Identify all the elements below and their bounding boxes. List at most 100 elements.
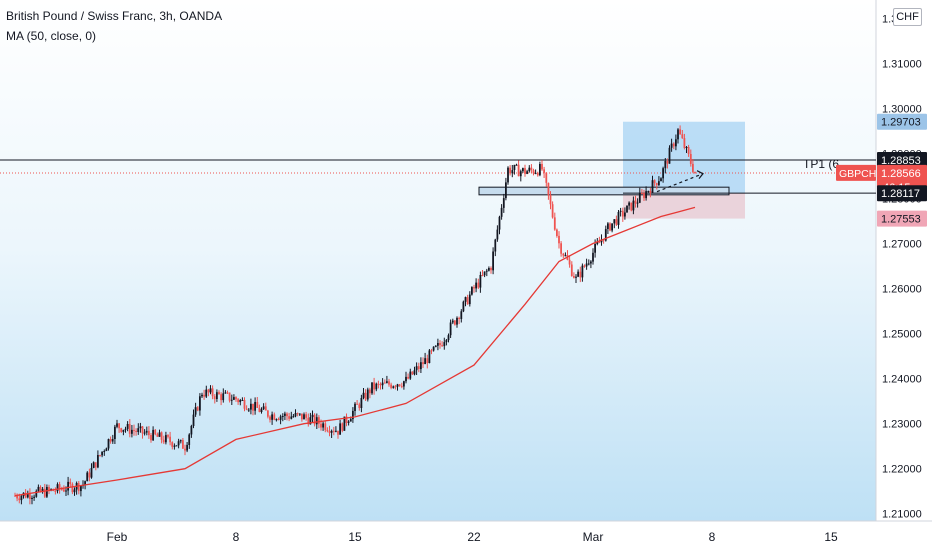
- candle-body: [621, 210, 624, 217]
- candle-body: [585, 263, 588, 267]
- indicator-label[interactable]: MA (50, close, 0): [6, 29, 97, 43]
- y-tick-label: 1.23000: [882, 419, 922, 431]
- tp-annotation-label[interactable]: TP1 (6: [803, 157, 839, 171]
- candle-body: [564, 255, 567, 257]
- candle-body: [475, 282, 477, 289]
- candle-body: [471, 287, 473, 295]
- candle-body: [107, 439, 110, 449]
- candle-body: [481, 275, 484, 276]
- candle-body: [111, 439, 114, 442]
- stop-zone[interactable]: [623, 193, 745, 219]
- candle-body: [545, 172, 548, 183]
- candle-body: [479, 275, 482, 288]
- time-axis-labels: Feb 8 15 22 Mar 8 15: [107, 530, 838, 544]
- candle-body: [360, 398, 363, 408]
- candle-body: [35, 490, 38, 497]
- candle-body: [90, 468, 93, 478]
- candle-body: [634, 200, 637, 204]
- candle-body: [562, 253, 565, 256]
- candle-body: [675, 139, 677, 147]
- candle-body: [685, 147, 688, 148]
- candle-body: [362, 392, 365, 398]
- projection-arrow[interactable]: [656, 170, 704, 193]
- stop-price-tag-bg: [877, 210, 927, 227]
- candle-body: [73, 489, 76, 493]
- entry-price-tag: 1.28117: [881, 188, 920, 200]
- support-zone[interactable]: [478, 186, 730, 196]
- candle-body: [141, 426, 144, 434]
- zone-top-price-tag: 1.29703: [881, 117, 921, 129]
- candle-body: [122, 429, 125, 432]
- support-rectangle[interactable]: [478, 186, 730, 196]
- candle-body: [133, 429, 135, 431]
- candle-body: [541, 164, 543, 170]
- candle-body: [462, 301, 465, 312]
- candle-body: [573, 276, 575, 278]
- candle-body: [536, 172, 539, 176]
- candle-body: [324, 423, 327, 431]
- candle-body: [43, 488, 46, 497]
- candle-body: [173, 445, 176, 447]
- candle-body: [692, 163, 694, 172]
- candle-body: [477, 282, 480, 288]
- candle-body: [377, 383, 380, 385]
- candle-body: [99, 455, 101, 456]
- candle-body: [69, 481, 72, 485]
- price-tags: 1.297031.28853GBPCHF1.2856646:151.281171…: [836, 113, 927, 227]
- time-axis-background[interactable]: [0, 521, 932, 550]
- candle-body: [638, 193, 641, 203]
- candle-body: [286, 413, 288, 417]
- candle-body: [420, 362, 422, 370]
- projection-arrow-line[interactable]: [656, 173, 704, 193]
- candle-body: [343, 416, 346, 431]
- candle-body: [118, 423, 120, 429]
- currency-unit-badge[interactable]: CHF: [893, 8, 922, 26]
- candle-body: [464, 297, 467, 302]
- horizontal-levels[interactable]: [0, 159, 876, 194]
- candle-body: [617, 212, 620, 225]
- price-axis-background[interactable]: [876, 0, 932, 521]
- projection-arrow-head[interactable]: [696, 170, 704, 180]
- x-tick-label: 15: [824, 530, 838, 544]
- candle-body: [660, 178, 662, 182]
- candle-body: [388, 381, 390, 385]
- candle-body: [137, 428, 140, 432]
- candle-body: [543, 169, 545, 173]
- candle-body: [288, 416, 290, 419]
- candle-body: [167, 435, 169, 437]
- candle-body: [48, 487, 50, 490]
- candle-body: [290, 416, 293, 419]
- candle-body: [237, 399, 239, 403]
- candle-body: [135, 430, 137, 432]
- candle-body: [417, 366, 420, 369]
- candle-body: [158, 432, 161, 437]
- candle-body: [649, 191, 652, 193]
- candle-body: [258, 407, 261, 412]
- candle-body: [330, 430, 333, 433]
- candle-body: [230, 399, 233, 401]
- candle-body: [509, 167, 511, 174]
- entry-price-tag-bg: [877, 185, 927, 202]
- target-zone[interactable]: [623, 121, 745, 194]
- candle-body: [188, 434, 191, 445]
- candle-body: [313, 414, 316, 425]
- candle-body: [628, 202, 630, 206]
- candle-body: [371, 382, 373, 394]
- chart-title[interactable]: British Pound / Swiss Franc, 3h, OANDA: [6, 9, 223, 23]
- candle-body: [468, 294, 471, 305]
- candle-body: [553, 217, 556, 230]
- candle-body: [624, 212, 626, 217]
- candle-body: [126, 424, 129, 429]
- candle-body: [165, 435, 167, 443]
- candle-body: [394, 386, 397, 388]
- candle-body: [341, 423, 344, 431]
- candle-body: [315, 417, 318, 425]
- candle-body: [294, 413, 297, 417]
- candle-body: [160, 432, 163, 440]
- candle-body: [687, 147, 690, 154]
- candle-body: [449, 322, 452, 336]
- x-tick-label: 8: [709, 530, 716, 544]
- candle-body: [494, 239, 497, 252]
- candle-body: [148, 430, 150, 436]
